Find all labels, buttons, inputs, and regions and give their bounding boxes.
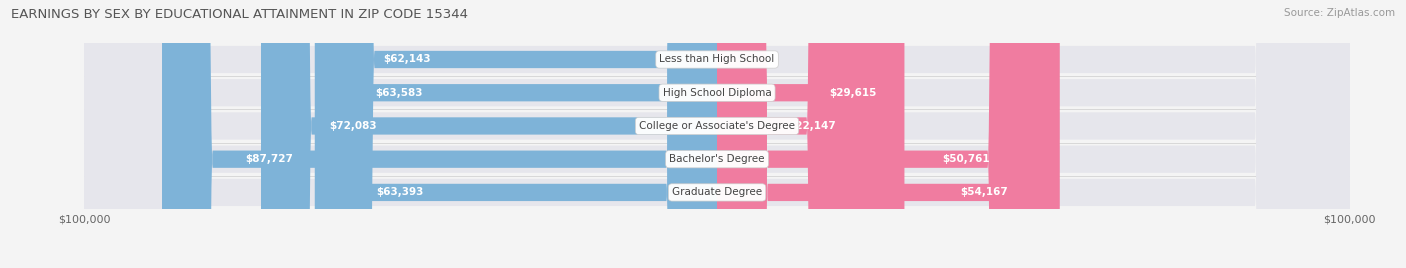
Text: $50,761: $50,761 <box>942 154 990 164</box>
FancyBboxPatch shape <box>717 0 904 268</box>
Text: Source: ZipAtlas.com: Source: ZipAtlas.com <box>1284 8 1395 18</box>
FancyBboxPatch shape <box>84 0 1350 268</box>
FancyBboxPatch shape <box>316 0 717 268</box>
Text: $63,393: $63,393 <box>377 187 423 198</box>
Text: Bachelor's Degree: Bachelor's Degree <box>669 154 765 164</box>
Text: College or Associate's Degree: College or Associate's Degree <box>640 121 794 131</box>
Text: $0: $0 <box>737 54 751 65</box>
Text: High School Diploma: High School Diploma <box>662 88 772 98</box>
FancyBboxPatch shape <box>717 0 1038 268</box>
FancyBboxPatch shape <box>717 0 1060 268</box>
FancyBboxPatch shape <box>84 0 1350 268</box>
Text: Graduate Degree: Graduate Degree <box>672 187 762 198</box>
Text: $72,083: $72,083 <box>329 121 377 131</box>
FancyBboxPatch shape <box>84 0 1350 268</box>
Text: $22,147: $22,147 <box>789 121 837 131</box>
FancyBboxPatch shape <box>262 0 717 268</box>
FancyBboxPatch shape <box>323 0 717 268</box>
FancyBboxPatch shape <box>315 0 717 268</box>
Text: $62,143: $62,143 <box>382 54 430 65</box>
Text: $29,615: $29,615 <box>830 88 876 98</box>
Text: Less than High School: Less than High School <box>659 54 775 65</box>
Text: $87,727: $87,727 <box>245 154 292 164</box>
FancyBboxPatch shape <box>162 0 717 268</box>
Text: $54,167: $54,167 <box>960 187 1008 198</box>
Text: EARNINGS BY SEX BY EDUCATIONAL ATTAINMENT IN ZIP CODE 15344: EARNINGS BY SEX BY EDUCATIONAL ATTAINMEN… <box>11 8 468 21</box>
FancyBboxPatch shape <box>84 0 1350 268</box>
FancyBboxPatch shape <box>717 0 858 268</box>
Text: $63,583: $63,583 <box>375 88 423 98</box>
FancyBboxPatch shape <box>84 0 1350 268</box>
